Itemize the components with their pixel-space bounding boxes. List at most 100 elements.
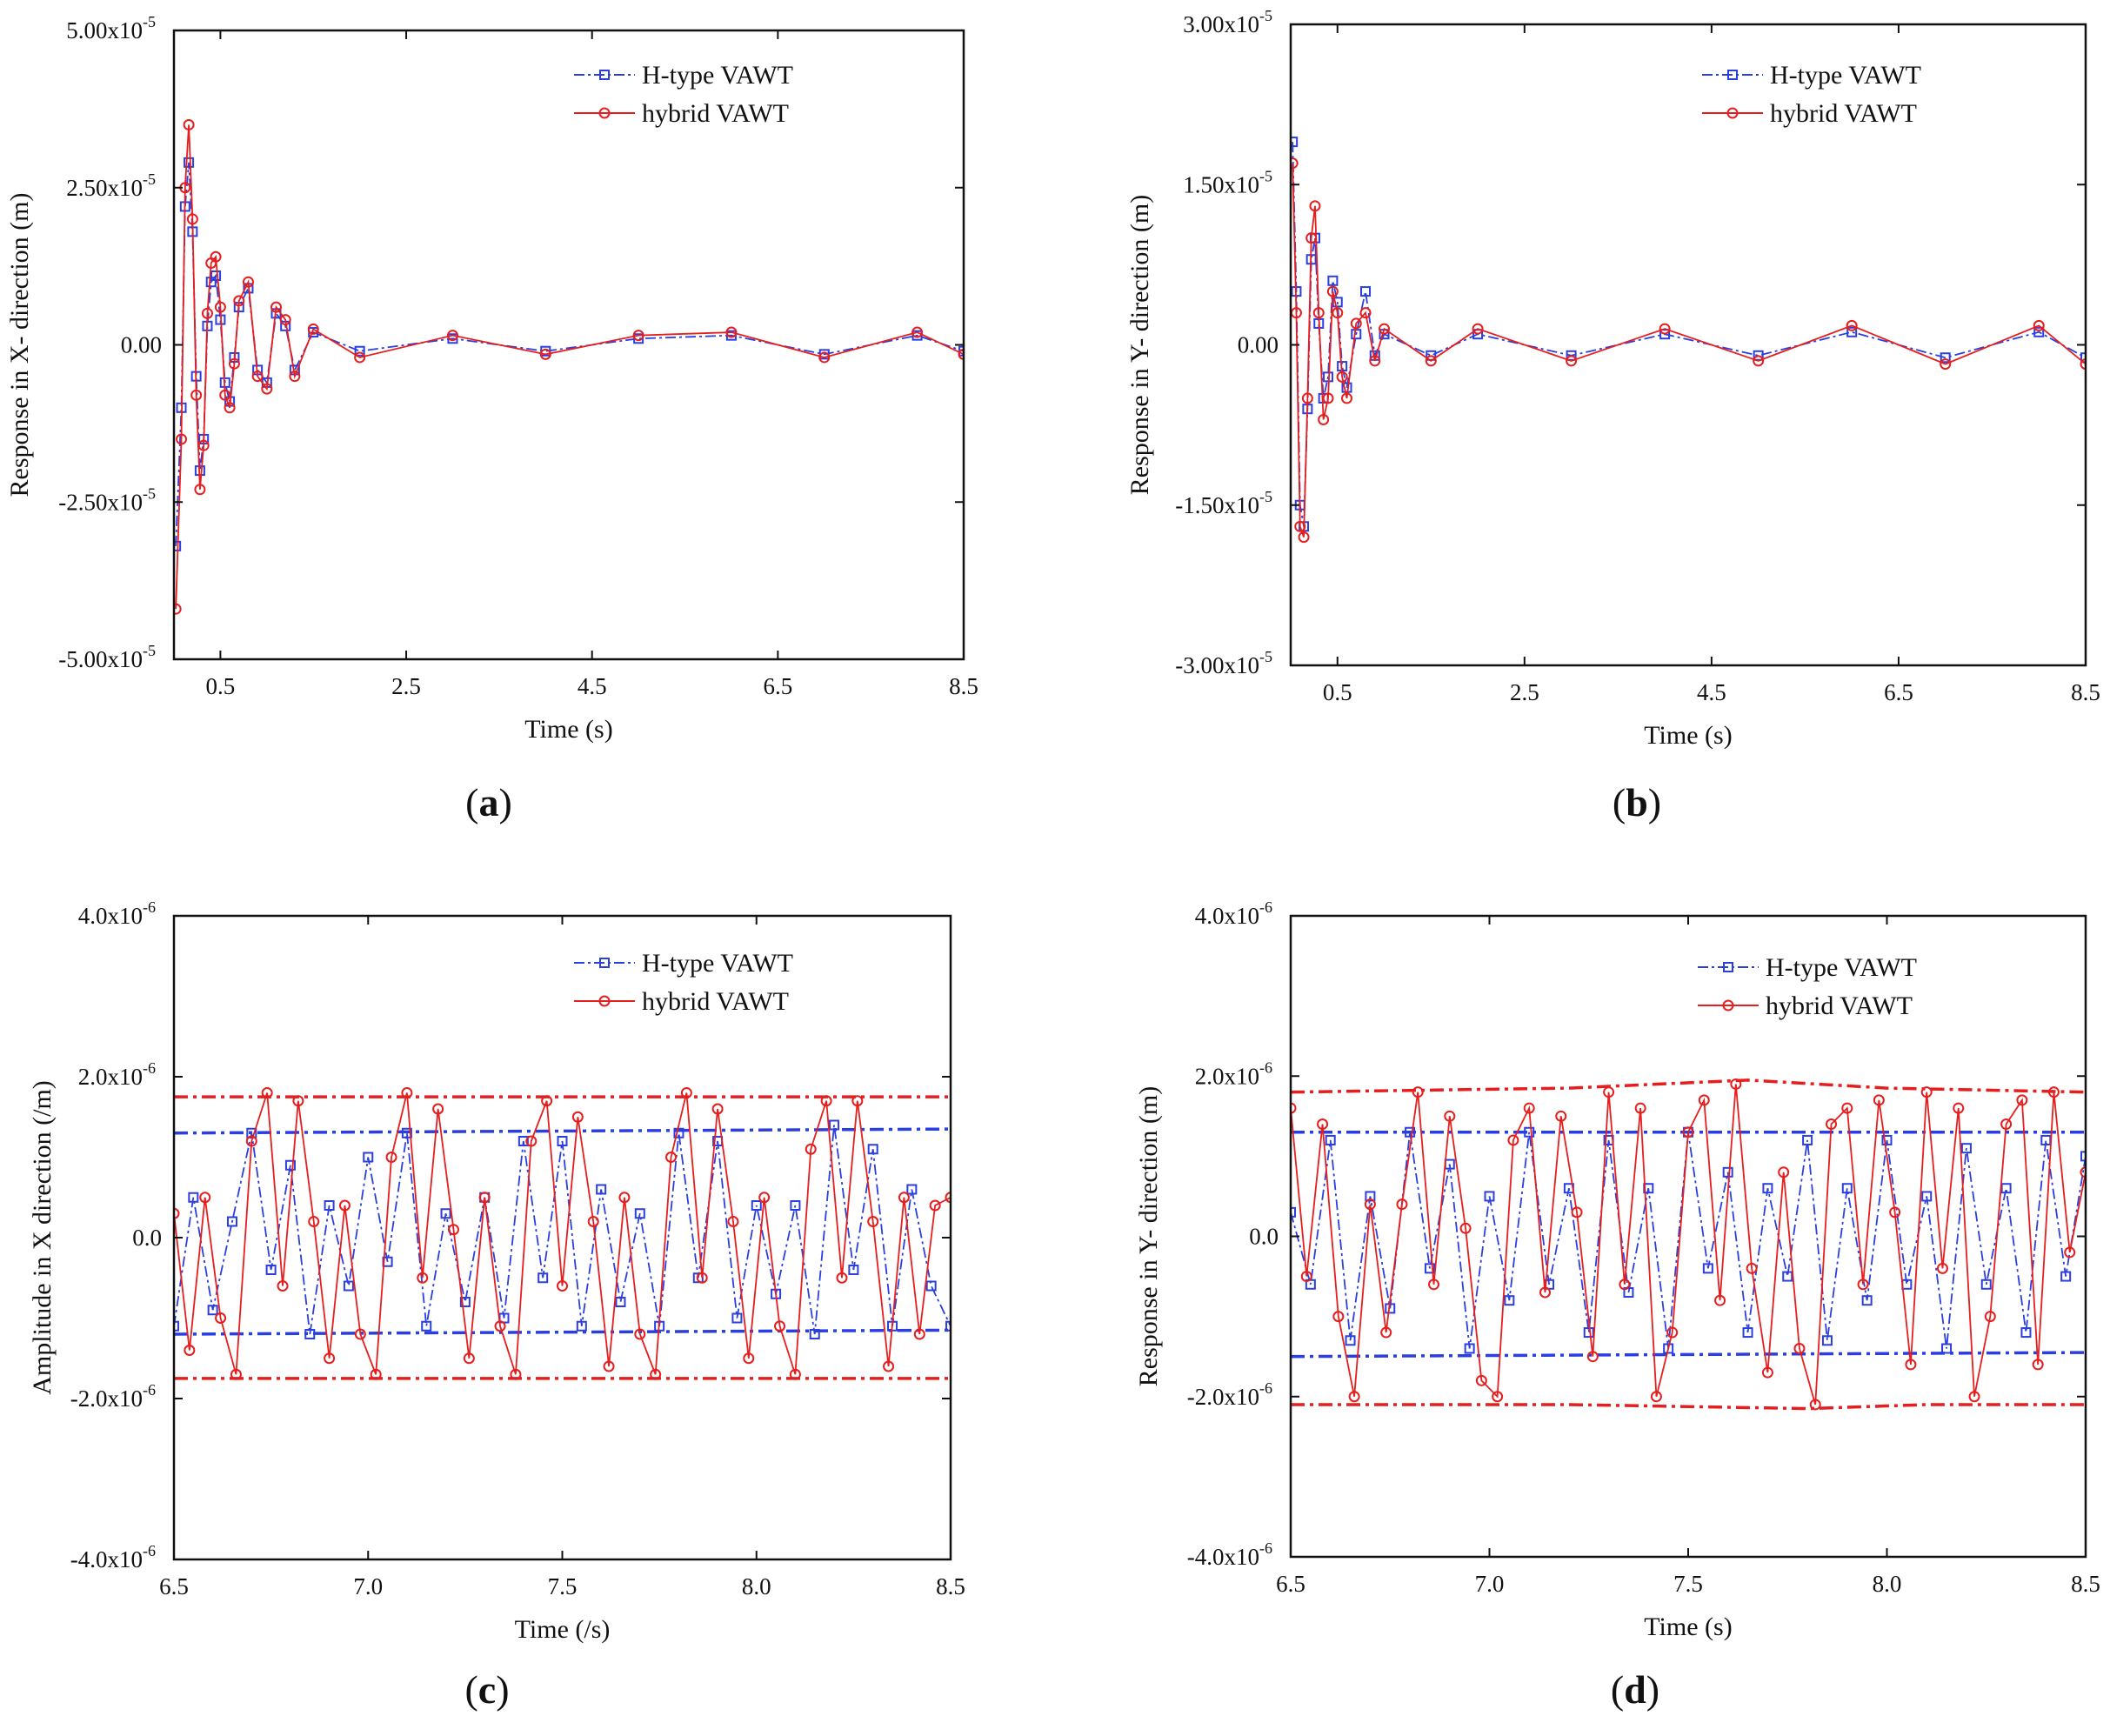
data-point <box>650 1368 662 1380</box>
data-point <box>539 348 551 360</box>
data-point <box>440 1208 451 1219</box>
legend-label: H-type VAWT <box>1770 61 1921 90</box>
data-point <box>186 213 198 225</box>
data-point <box>1507 1134 1519 1146</box>
y-tick-label: 2.50x10 <box>66 175 143 201</box>
data-point <box>632 330 644 342</box>
data-point <box>1425 355 1437 367</box>
data-point <box>261 1087 273 1098</box>
data-point <box>1742 1327 1753 1339</box>
data-point <box>1369 355 1381 367</box>
data-point <box>478 1192 491 1204</box>
data-point <box>1941 1343 1953 1354</box>
data-point <box>277 1280 289 1292</box>
data-point <box>1523 1102 1535 1114</box>
data-point <box>913 1328 925 1340</box>
x-tick-label: 4.5 <box>578 673 607 699</box>
data-point <box>1405 1126 1416 1138</box>
data-point <box>1424 1263 1435 1274</box>
data-point <box>731 1312 743 1324</box>
x-tick-label: 2.5 <box>391 673 421 699</box>
plot-frame <box>172 29 965 661</box>
data-point <box>251 371 264 383</box>
x-tick-label: 6.5 <box>1276 1571 1305 1597</box>
data-point <box>727 1216 739 1227</box>
data-point <box>1345 1335 1356 1346</box>
data-point <box>270 301 283 313</box>
data-point <box>1332 1311 1345 1323</box>
data-point <box>1583 1327 1594 1339</box>
data-point <box>2033 319 2045 331</box>
data-point <box>820 1095 832 1107</box>
legend-marker <box>1726 107 1739 119</box>
data-point <box>1301 392 1313 404</box>
data-point <box>2000 1183 2012 1194</box>
y-tick-label: 0.0 <box>132 1225 162 1251</box>
data-point <box>174 540 182 551</box>
y-tick-label: -2.0x10 <box>1187 1384 1259 1410</box>
y-tick-label: 4.0x10 <box>78 903 143 929</box>
data-point <box>1861 1295 1873 1306</box>
data-point <box>925 1280 937 1292</box>
data-point <box>1841 1102 1853 1114</box>
data-point <box>1603 1086 1615 1098</box>
y-tick-exponent: -6 <box>1259 1058 1272 1076</box>
chart-panel-b: 0.5 2.5 4.5 6.5 8.53.00x10 -51.50x10 -50.00-1.… <box>1125 7 2100 825</box>
x-axis-title: Time (s) <box>524 715 612 744</box>
data-point <box>463 1352 475 1365</box>
data-point <box>696 1272 708 1284</box>
y-tick-label: 2.0x10 <box>1195 1063 1259 1089</box>
data-point <box>634 1328 646 1340</box>
data-point <box>1348 1391 1360 1403</box>
data-point <box>228 357 240 370</box>
data-point <box>929 1199 941 1212</box>
data-point <box>1322 392 1334 404</box>
y-tick-exponent: -5 <box>143 484 156 502</box>
envelope-line <box>174 1328 951 1336</box>
panel-label: (b) <box>1613 780 1661 825</box>
data-point <box>1663 1343 1674 1354</box>
x-tick-label: 0.5 <box>206 673 236 699</box>
data-point <box>1291 1206 1296 1218</box>
data-point <box>1889 1206 1901 1219</box>
x-tick-label: 8.5 <box>2071 679 2100 705</box>
data-point <box>245 1135 257 1147</box>
data-point <box>1698 1094 1710 1106</box>
y-tick-exponent: -6 <box>143 1542 156 1559</box>
x-tick-label: 6.5 <box>159 1573 189 1599</box>
data-point <box>1702 1263 1713 1274</box>
y-tick-label: 4.0x10 <box>1195 903 1259 929</box>
data-point <box>265 1265 277 1275</box>
y-tick-label: -2.50x10 <box>58 489 143 515</box>
data-point <box>1753 355 1765 367</box>
data-point <box>401 1127 412 1138</box>
data-point <box>1921 1191 1933 1202</box>
data-point <box>184 157 195 168</box>
data-point <box>421 1320 432 1332</box>
data-point <box>557 1136 568 1146</box>
data-point <box>1666 1326 1679 1339</box>
data-point <box>883 1360 895 1372</box>
data-point <box>848 1265 859 1275</box>
data-point <box>1857 1279 1869 1291</box>
legend-marker <box>1727 70 1738 80</box>
data-point <box>1714 1294 1726 1306</box>
data-point <box>1318 413 1330 425</box>
data-point <box>1571 1206 1583 1219</box>
data-point <box>1364 1199 1376 1211</box>
x-tick-label: 8.5 <box>936 1573 965 1599</box>
data-point <box>1873 1094 1885 1106</box>
data-point <box>210 270 222 281</box>
data-point <box>1300 1271 1312 1283</box>
data-point <box>1960 1143 1972 1154</box>
data-point <box>363 1152 374 1163</box>
data-point <box>174 1207 180 1219</box>
data-point <box>1753 350 1764 361</box>
data-point <box>898 1192 910 1204</box>
data-point <box>2060 1271 2072 1282</box>
data-point <box>1619 1279 1631 1291</box>
y-tick-exponent: -6 <box>1259 898 1272 916</box>
data-point <box>188 1192 199 1203</box>
data-point <box>945 1192 951 1204</box>
y-tick-label: -2.0x10 <box>70 1385 143 1412</box>
